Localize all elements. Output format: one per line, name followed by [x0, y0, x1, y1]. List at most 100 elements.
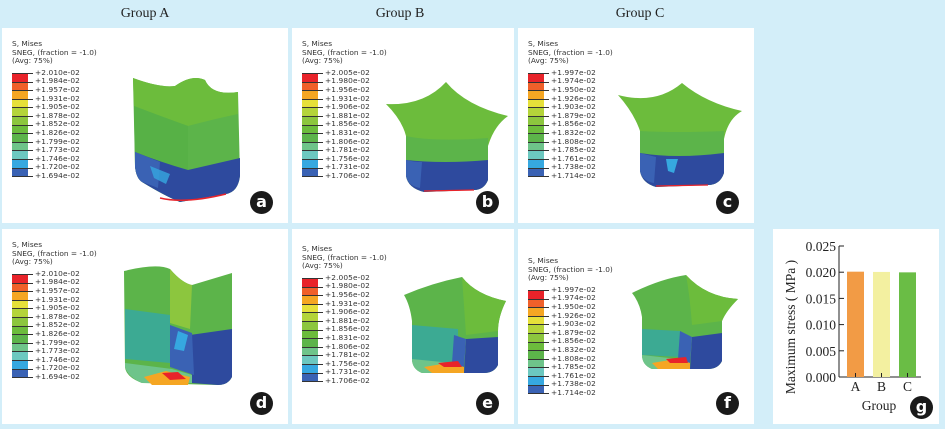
- legend-value: +1.731e-02: [325, 162, 370, 172]
- color-band-swatch: [528, 298, 544, 308]
- legend-tick: [12, 150, 33, 152]
- color-band-swatch: [528, 159, 544, 168]
- legend-tick: [528, 333, 549, 335]
- legend-tick: [528, 376, 549, 378]
- color-band-swatch: [302, 107, 318, 117]
- legend-tick: [12, 176, 33, 178]
- color-band-swatch: [302, 73, 318, 82]
- legend-value: +1.831e-02: [325, 332, 370, 342]
- contour-legend: S, Mises SNEG, (fraction = -1.0) (Avg: 75%…: [12, 39, 97, 181]
- fea-stress-model-d: [122, 259, 242, 404]
- legend-subtitle: SNEG, (fraction = -1.0): [528, 47, 613, 57]
- legend-value: +1.781e-02: [325, 145, 370, 155]
- legend-subtitle: SNEG, (fraction = -1.0): [302, 252, 387, 262]
- legend-tick: [12, 81, 33, 83]
- legend-tick: [12, 141, 33, 143]
- fea-stress-model-e: [402, 269, 522, 394]
- legend-value: +1.931e-02: [35, 294, 80, 304]
- color-band-swatch: [302, 133, 318, 142]
- legend-tick: [302, 329, 323, 331]
- legend-value: +1.903e-02: [551, 319, 596, 329]
- color-band-swatch: [302, 141, 318, 151]
- legend-value: +1.756e-02: [325, 153, 370, 163]
- contour-legend: S, Mises SNEG, (fraction = -1.0) (Avg: 75%…: [528, 39, 613, 181]
- legend-value: +1.781e-02: [325, 350, 370, 360]
- panel-badge-d: d: [250, 392, 273, 415]
- fea-stress-model-f: [630, 267, 750, 392]
- legend-value: +1.720e-02: [35, 162, 80, 172]
- legend-tick: [12, 334, 33, 336]
- legend-tick: [12, 308, 33, 310]
- color-band-swatch: [12, 291, 28, 300]
- color-band-swatch: [12, 124, 28, 134]
- fea-stress-model-a: [130, 66, 250, 211]
- legend-title: S, Mises: [12, 240, 43, 249]
- legend-tick: [528, 350, 549, 352]
- legend-value: +1.984e-02: [35, 277, 80, 287]
- color-scale: +2.005e-02 +1.980e-02 +1.956e-02 +1.931e-02…: [302, 273, 387, 386]
- legend-value: +1.761e-02: [551, 153, 596, 163]
- color-band-swatch: [528, 315, 544, 325]
- panel-d: S, Mises SNEG, (fraction = -1.0) (Avg: 75%…: [2, 229, 288, 424]
- legend-tick: [302, 73, 323, 75]
- legend-tick: [528, 358, 549, 360]
- legend-subtitle: SNEG, (fraction = -1.0): [12, 248, 97, 258]
- legend-avg: (Avg: 75%): [12, 56, 53, 66]
- legend-value: +1.931e-02: [325, 93, 370, 103]
- legend-value: +1.706e-02: [325, 375, 370, 385]
- legend-tick: [528, 315, 549, 317]
- panel-c: S, Mises SNEG, (fraction = -1.0) (Avg: 75%…: [518, 28, 754, 223]
- panel-b: S, Mises SNEG, (fraction = -1.0) (Avg: 75%…: [292, 28, 514, 223]
- color-band-swatch: [12, 159, 28, 168]
- legend-tick: [528, 81, 549, 83]
- legend-tick: [528, 290, 549, 292]
- legend-tick: [12, 377, 33, 379]
- legend-tick: [12, 351, 33, 353]
- x-axis-label: Group: [862, 398, 897, 413]
- legend-value: +1.906e-02: [325, 307, 370, 317]
- legend-tick: [302, 116, 323, 118]
- legend-tick: [302, 286, 323, 288]
- legend-subtitle: SNEG, (fraction = -1.0): [12, 47, 97, 57]
- legend-tick: [528, 176, 549, 178]
- legend-value: +1.785e-02: [551, 145, 596, 155]
- legend-avg: (Avg: 75%): [302, 261, 343, 271]
- legend-tick: [302, 321, 323, 323]
- legend-tick: [528, 367, 549, 369]
- legend-tick: [302, 133, 323, 135]
- legend-tick: [12, 282, 33, 284]
- legend-tick: [12, 159, 33, 161]
- color-band-swatch: [302, 90, 318, 99]
- legend-tick: [302, 364, 323, 366]
- panel-badge-a: a: [250, 191, 273, 214]
- legend-value: +1.931e-02: [325, 298, 370, 308]
- color-band-swatch: [528, 341, 544, 351]
- panel-badge-g: g: [910, 396, 933, 419]
- legend-tick: [12, 325, 33, 327]
- panel-g: Maximum stress ( MPa ) 0.000 0.005 0.010 0.…: [773, 229, 939, 424]
- legend-value: +1.950e-02: [551, 301, 596, 311]
- legend-tick: [528, 73, 549, 75]
- legend-value: +1.879e-02: [551, 327, 596, 337]
- contour-legend: S, Mises SNEG, (fraction = -1.0) (Avg: 75%…: [302, 39, 387, 181]
- legend-avg: (Avg: 75%): [302, 56, 343, 66]
- panel-badge-e: e: [476, 392, 499, 415]
- legend-tick: [528, 298, 549, 300]
- legend-value: +1.852e-02: [35, 320, 80, 330]
- legend-value: +1.926e-02: [551, 93, 596, 103]
- legend-value: +1.997e-02: [551, 284, 596, 294]
- legend-tick: [12, 133, 33, 135]
- color-band-swatch: [528, 73, 544, 82]
- legend-value: +1.756e-02: [325, 358, 370, 368]
- fea-stress-model-c: [616, 73, 746, 198]
- color-band-swatch: [302, 329, 318, 339]
- legend-tick: [302, 381, 323, 383]
- panel-badge-b: b: [476, 191, 499, 214]
- legend-title: S, Mises: [302, 244, 333, 253]
- contour-legend: S, Mises SNEG, (fraction = -1.0) (Avg: 75%…: [12, 240, 97, 382]
- color-band-swatch: [528, 290, 544, 299]
- legend-tick: [302, 90, 323, 92]
- y-tick-label: 0.005: [806, 344, 837, 359]
- color-band-swatch: [302, 355, 318, 365]
- legend-value: +1.694e-02: [35, 170, 80, 180]
